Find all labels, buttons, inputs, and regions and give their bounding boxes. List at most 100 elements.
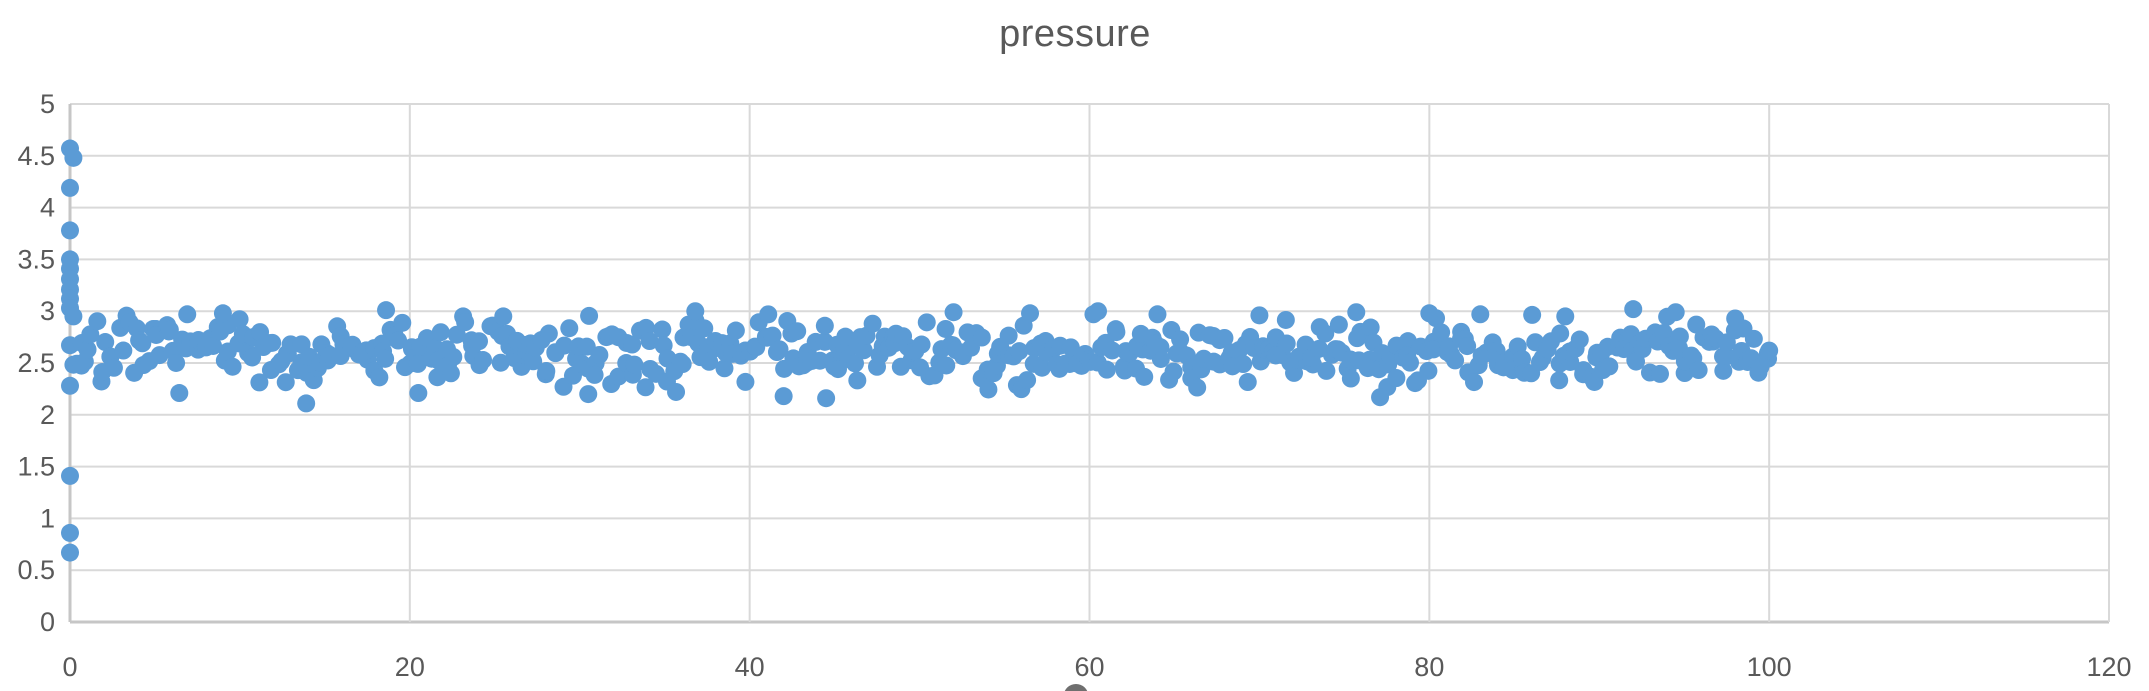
data-point[interactable] xyxy=(441,364,460,383)
data-point[interactable] xyxy=(223,357,242,376)
data-point[interactable] xyxy=(640,332,659,351)
data-point[interactable] xyxy=(1424,340,1443,359)
data-point[interactable] xyxy=(944,303,963,322)
data-point[interactable] xyxy=(1689,361,1708,380)
data-point[interactable] xyxy=(408,354,427,373)
data-point[interactable] xyxy=(810,351,829,370)
data-point[interactable] xyxy=(1148,305,1167,324)
data-point[interactable] xyxy=(1401,353,1420,372)
data-point[interactable] xyxy=(524,352,543,371)
data-point[interactable] xyxy=(770,340,789,359)
data-point[interactable] xyxy=(590,345,609,364)
data-point[interactable] xyxy=(61,178,79,197)
data-point[interactable] xyxy=(1523,305,1542,324)
data-point[interactable] xyxy=(1551,324,1570,343)
data-point[interactable] xyxy=(788,322,807,341)
data-point[interactable] xyxy=(695,319,714,338)
data-point[interactable] xyxy=(81,325,100,344)
data-point[interactable] xyxy=(1432,323,1451,342)
data-point[interactable] xyxy=(276,373,295,392)
data-point[interactable] xyxy=(78,340,97,359)
data-point[interactable] xyxy=(912,335,931,354)
data-point[interactable] xyxy=(1188,378,1207,397)
data-point[interactable] xyxy=(1010,342,1029,361)
data-point[interactable] xyxy=(428,368,447,387)
data-point[interactable] xyxy=(736,372,755,391)
data-point[interactable] xyxy=(1329,315,1348,334)
data-point[interactable] xyxy=(1164,362,1183,381)
data-point[interactable] xyxy=(1726,309,1745,328)
data-point[interactable] xyxy=(1018,371,1037,390)
data-point[interactable] xyxy=(444,347,463,366)
data-point[interactable] xyxy=(250,373,269,392)
data-point[interactable] xyxy=(1347,303,1366,322)
data-point[interactable] xyxy=(393,313,412,332)
data-point[interactable] xyxy=(1171,330,1190,349)
data-point[interactable] xyxy=(1714,361,1733,380)
data-point[interactable] xyxy=(537,362,556,381)
data-point[interactable] xyxy=(104,358,123,377)
data-point[interactable] xyxy=(431,323,450,342)
data-point[interactable] xyxy=(1103,341,1122,360)
data-point[interactable] xyxy=(836,327,855,346)
data-point[interactable] xyxy=(1446,351,1465,370)
data-point[interactable] xyxy=(1624,300,1643,319)
data-point[interactable] xyxy=(370,368,389,387)
data-point[interactable] xyxy=(1512,349,1531,368)
data-point[interactable] xyxy=(297,394,316,413)
data-point[interactable] xyxy=(585,365,604,384)
data-point[interactable] xyxy=(167,353,186,372)
data-point[interactable] xyxy=(1107,323,1126,342)
data-point[interactable] xyxy=(1021,304,1040,323)
data-point[interactable] xyxy=(1465,373,1484,392)
data-point[interactable] xyxy=(1570,330,1589,349)
data-point[interactable] xyxy=(623,335,642,354)
data-point[interactable] xyxy=(114,341,133,360)
data-point[interactable] xyxy=(609,367,628,386)
data-point[interactable] xyxy=(230,310,249,329)
data-point[interactable] xyxy=(555,336,574,355)
data-point[interactable] xyxy=(979,380,998,399)
data-point[interactable] xyxy=(1556,307,1575,326)
data-point[interactable] xyxy=(1088,302,1107,321)
data-point[interactable] xyxy=(817,389,836,408)
data-point[interactable] xyxy=(1651,364,1670,383)
data-point[interactable] xyxy=(1419,361,1438,380)
data-point[interactable] xyxy=(61,466,79,485)
data-point[interactable] xyxy=(580,306,599,325)
data-point[interactable] xyxy=(1097,360,1116,379)
data-point[interactable] xyxy=(376,349,395,368)
data-point[interactable] xyxy=(560,319,579,338)
data-point[interactable] xyxy=(1250,306,1269,325)
data-point[interactable] xyxy=(1317,361,1336,380)
data-point[interactable] xyxy=(917,313,936,332)
data-point[interactable] xyxy=(213,304,232,323)
data-point[interactable] xyxy=(1371,388,1390,407)
data-point[interactable] xyxy=(1550,371,1569,390)
data-point[interactable] xyxy=(1215,329,1234,348)
data-point[interactable] xyxy=(579,385,598,404)
data-point[interactable] xyxy=(763,326,782,345)
data-point[interactable] xyxy=(389,331,408,350)
data-point[interactable] xyxy=(700,352,719,371)
data-point[interactable] xyxy=(863,314,882,333)
data-point[interactable] xyxy=(848,371,867,390)
data-point[interactable] xyxy=(673,354,692,373)
data-point[interactable] xyxy=(937,356,956,375)
data-point[interactable] xyxy=(1276,310,1295,329)
data-point[interactable] xyxy=(1458,337,1477,356)
data-point[interactable] xyxy=(96,333,115,352)
data-point[interactable] xyxy=(686,302,705,321)
data-point[interactable] xyxy=(494,307,513,326)
data-point[interactable] xyxy=(133,334,152,353)
data-point[interactable] xyxy=(1471,305,1490,324)
data-point[interactable] xyxy=(1234,355,1253,374)
data-point[interactable] xyxy=(1600,357,1619,376)
data-point[interactable] xyxy=(64,307,83,326)
data-point[interactable] xyxy=(491,353,510,372)
data-point[interactable] xyxy=(1135,367,1154,386)
data-point[interactable] xyxy=(170,384,189,403)
data-point[interactable] xyxy=(815,316,834,335)
data-point[interactable] xyxy=(263,333,282,352)
